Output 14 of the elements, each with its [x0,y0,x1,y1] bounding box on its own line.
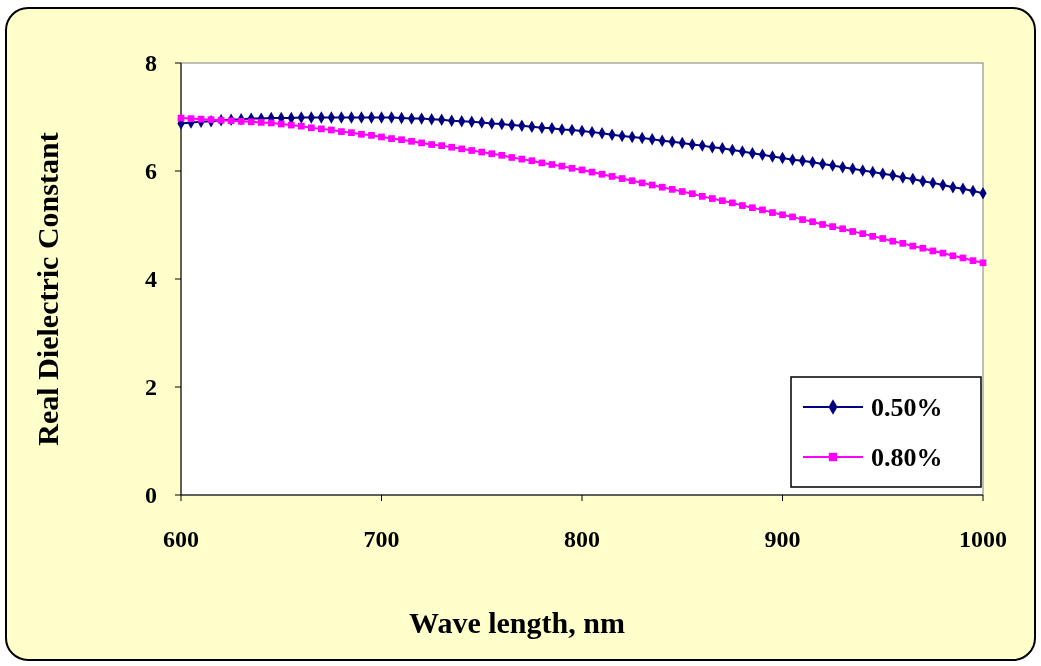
y-tick-label: 6 [145,158,157,185]
y-tick-label: 2 [145,374,157,401]
y-axis-title: Real Dielectric Constant [31,132,64,446]
x-axis-title: Wave length, nm [409,606,625,639]
legend-label: 0.80% [871,443,943,473]
y-tick-label: 4 [145,266,157,293]
y-tick-label: 0 [145,482,157,509]
x-tick-label: 700 [363,526,400,552]
x-tick-label: 900 [764,526,801,552]
legend-label: 0.50% [871,393,943,423]
x-tick-label: 1000 [959,526,1007,552]
x-tick-label: 600 [163,526,199,552]
x-tick-label: 800 [564,526,600,552]
y-tick-label: 8 [145,50,157,77]
